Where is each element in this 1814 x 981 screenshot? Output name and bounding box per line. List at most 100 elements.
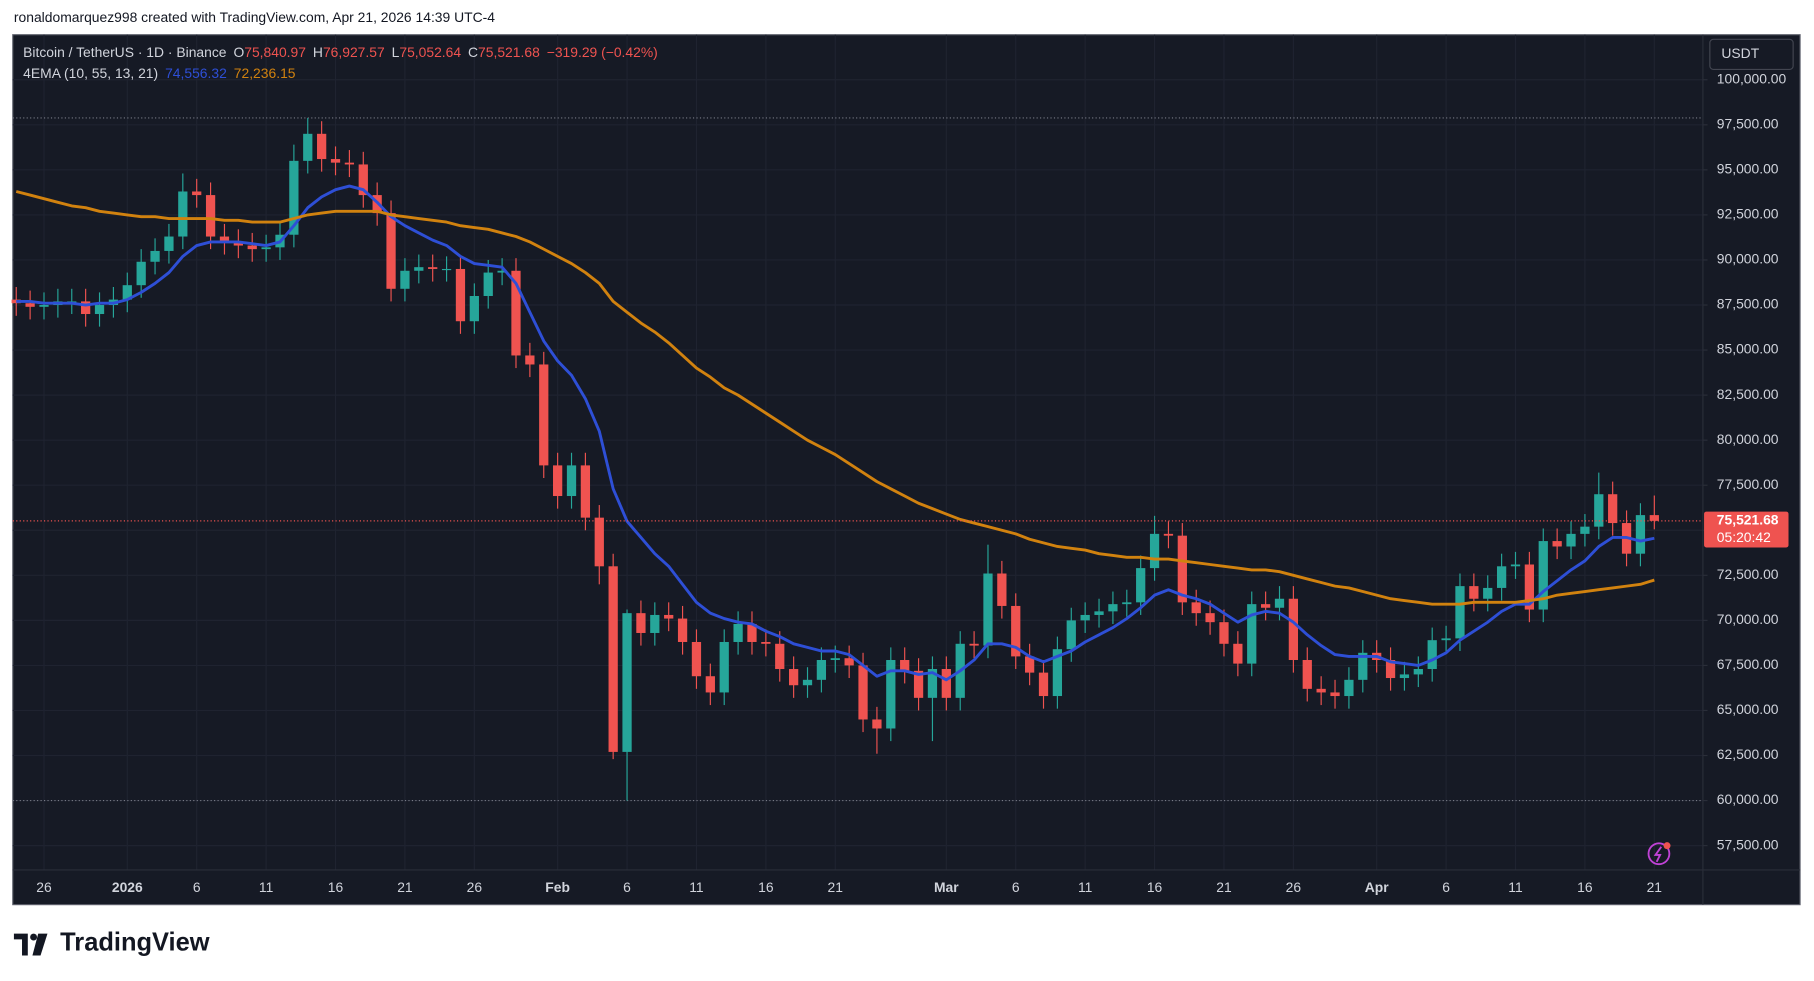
y-tick-label: 65,000.00 (1717, 701, 1779, 717)
candle-body (81, 301, 91, 315)
candle-body (414, 267, 424, 271)
candle-body (969, 643, 979, 646)
candle-body (483, 272, 493, 296)
candle-body (539, 364, 549, 466)
candle-body (927, 669, 938, 698)
candle-body (650, 614, 660, 633)
candle-body (1524, 564, 1535, 610)
candle-body (872, 719, 882, 729)
candle-body (1469, 586, 1479, 599)
candle-body (1024, 656, 1035, 673)
alert-bolt[interactable] (1653, 846, 1663, 863)
candle-body (580, 465, 591, 518)
candle-body (1316, 688, 1326, 693)
y-tick-label: 67,500.00 (1717, 656, 1779, 672)
ohlc-key: C (468, 44, 478, 60)
candle-body (441, 268, 452, 271)
ohlc-key: O (233, 44, 244, 60)
y-tick-label: 87,500.00 (1717, 296, 1779, 312)
x-tick-label: 16 (328, 879, 344, 895)
y-tick-label: 97,500.00 (1717, 115, 1779, 131)
y-tick-label: 100,000.00 (1717, 70, 1787, 86)
logo-mark-dot (30, 933, 38, 941)
x-tick-label: Apr (1365, 879, 1389, 895)
x-tick-label: 16 (758, 879, 774, 895)
x-tick-label: 21 (1216, 879, 1232, 895)
candle-body (941, 669, 951, 698)
candle-body (1649, 515, 1659, 521)
candle-body (1052, 649, 1063, 697)
candle-body (136, 261, 146, 286)
candle-body (1038, 672, 1049, 697)
candle-body (1538, 541, 1548, 610)
candle-body (1510, 564, 1521, 567)
candle-body (1108, 604, 1118, 612)
candle-body (1205, 613, 1215, 623)
x-tick-label: 11 (1508, 879, 1523, 895)
candle-body (317, 133, 327, 160)
candle-body (1608, 494, 1618, 524)
candle-body (1177, 535, 1187, 603)
currency-button[interactable] (1709, 38, 1794, 70)
candle-body (900, 660, 910, 671)
indicator-value: 74,556.32 (165, 65, 227, 81)
x-tick-label: 16 (1577, 879, 1593, 895)
candle-body (1094, 611, 1104, 615)
countdown-label: 05:20:42 (1717, 529, 1771, 545)
candle-body (1302, 660, 1312, 689)
candle-body (1358, 652, 1368, 680)
candle-body (997, 573, 1007, 606)
price-change: −319.29 (−0.42%) (547, 44, 658, 60)
y-tick-label: 72,500.00 (1717, 566, 1779, 582)
candle-body (525, 355, 535, 365)
candle-body (858, 665, 868, 720)
indicator-legend: 4EMA (10, 55, 13, 21) 74,556.32 72,236.15 (23, 65, 296, 81)
y-tick-label: 95,000.00 (1717, 161, 1779, 177)
candle-body (1580, 526, 1590, 534)
plot (11, 117, 1703, 801)
grid (12, 34, 1703, 870)
candle-body (303, 133, 313, 161)
candle-body (192, 191, 202, 196)
chart-panel (12, 34, 1801, 906)
candle-body (830, 658, 840, 661)
x-tick-label: 26 (467, 879, 483, 895)
x-tick-label: 21 (828, 879, 844, 895)
y-tick-label: 85,000.00 (1717, 341, 1779, 357)
candle-body (386, 213, 396, 289)
alert-icon[interactable] (1647, 842, 1671, 866)
candle-body (94, 305, 105, 315)
candle-body (1149, 533, 1160, 569)
candle-body (553, 465, 563, 497)
candle-body (289, 160, 299, 235)
alert-dot[interactable] (1663, 842, 1671, 850)
ohlc-key: H (313, 44, 323, 60)
candle-body (1260, 604, 1271, 608)
candle-body (1552, 541, 1562, 547)
x-tick-label: 6 (193, 879, 201, 895)
symbol-name: Bitcoin / TetherUS · 1D · Binance (23, 44, 227, 60)
ohlc-value: 75,521.68 (478, 44, 540, 60)
alert-ring[interactable] (1647, 842, 1671, 866)
candle-body (25, 303, 35, 307)
candle-body (747, 623, 757, 642)
x-tick-label: 21 (1647, 879, 1663, 895)
x-tick-label: 21 (397, 879, 413, 895)
x-tick-label: 26 (36, 879, 52, 895)
candle-body (1330, 692, 1340, 697)
candle-body (1385, 660, 1396, 679)
candle-body (400, 270, 410, 289)
candle-body (1441, 638, 1451, 641)
candle-body (330, 159, 341, 163)
candle-body (1136, 568, 1146, 603)
candle-body (1594, 494, 1604, 527)
candle-body (1427, 640, 1437, 670)
candle-body (247, 245, 257, 250)
last-price-box (1704, 511, 1789, 548)
candle-body (511, 270, 521, 356)
candle-body (775, 643, 785, 670)
x-tick-label: 11 (689, 879, 704, 895)
candle-body (164, 236, 174, 251)
currency-label[interactable]: USDT (1721, 45, 1759, 61)
